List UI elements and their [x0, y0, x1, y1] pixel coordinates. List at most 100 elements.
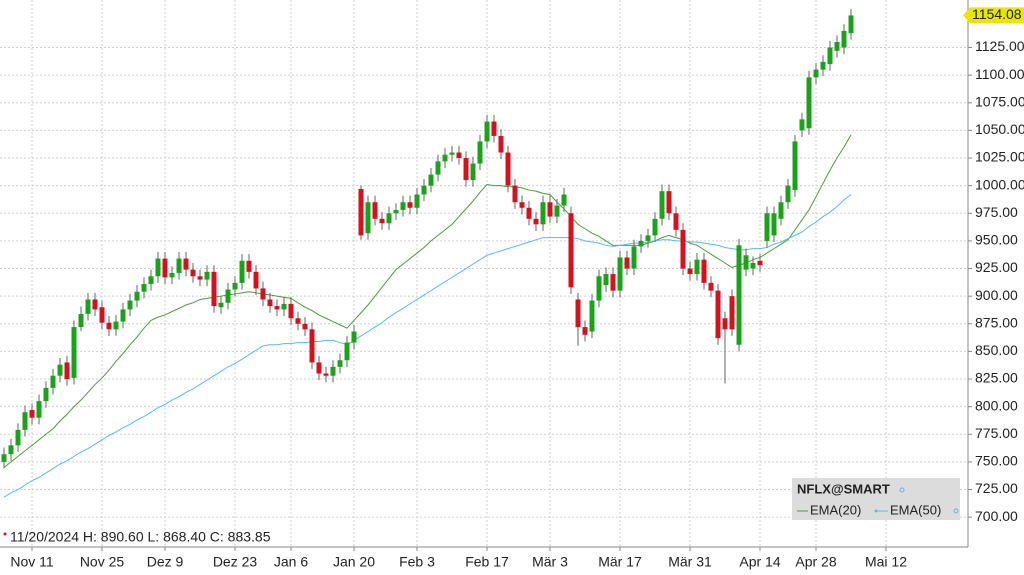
candle-body — [330, 366, 336, 376]
candle-body — [428, 174, 434, 186]
y-tick-label: 700.00 — [975, 508, 1018, 524]
candle-body — [351, 331, 357, 343]
candle-body — [848, 15, 854, 34]
candle-body — [827, 47, 833, 65]
candle-body — [162, 258, 168, 278]
candle-body — [421, 185, 427, 195]
candle-body — [799, 119, 805, 131]
candle-body — [323, 373, 329, 376]
x-tick-label: Apr 28 — [795, 554, 836, 570]
candle-body — [302, 323, 308, 330]
candle-body — [183, 258, 189, 270]
candle-body — [449, 152, 455, 155]
candle-body — [701, 259, 707, 283]
candle-body — [379, 218, 385, 224]
legend: NFLX@SMART EMA(20) EMA(50) — [792, 478, 960, 520]
ema-line — [3, 134, 852, 468]
y-tick-label: 750.00 — [975, 453, 1018, 469]
y-tick-label: 1025.00 — [975, 149, 1024, 165]
candle-body — [631, 246, 637, 269]
candle-body — [127, 300, 133, 310]
candle-body — [477, 141, 483, 164]
legend-icon — [899, 487, 905, 493]
candle-body — [659, 191, 665, 219]
candle-body — [750, 263, 756, 269]
candle-body — [274, 306, 280, 310]
y-tick-label: 775.00 — [975, 425, 1018, 441]
candle-body — [190, 269, 196, 277]
candle-body — [792, 141, 798, 191]
candle-body — [78, 314, 84, 328]
candle-body — [211, 271, 217, 307]
candle-body — [729, 296, 735, 330]
candle-body — [638, 240, 644, 247]
y-tick-label: 875.00 — [975, 314, 1018, 330]
y-tick-label: 850.00 — [975, 342, 1018, 358]
candle-body — [148, 276, 154, 284]
candle-body — [71, 327, 77, 378]
candle-body — [841, 30, 847, 48]
candle-body — [204, 271, 210, 280]
candle-body — [316, 362, 322, 374]
candle-body — [155, 258, 161, 277]
candle-body — [372, 202, 378, 219]
axes: 700.00 725.00 750.00 775.00 800.00 825.00 850.… — [10, 6, 1024, 570]
candle-body — [652, 218, 658, 236]
candle-body — [337, 360, 343, 367]
candle-body — [568, 213, 574, 288]
candle-body — [547, 202, 553, 217]
x-tick-label: Nov 25 — [80, 554, 125, 570]
candle-body — [43, 387, 49, 402]
y-tick-label: 825.00 — [975, 370, 1018, 386]
x-tick-label: Dez 9 — [147, 554, 184, 570]
legend-icon — [953, 508, 959, 514]
candle-body — [498, 135, 504, 153]
candle-body — [113, 321, 119, 330]
y-tick-label: 800.00 — [975, 397, 1018, 413]
candle-body — [687, 268, 693, 275]
x-tick-label: Mär 31 — [668, 554, 712, 570]
candle-body — [666, 191, 672, 214]
candle-body — [484, 121, 490, 142]
x-tick-label: Feb 3 — [399, 554, 435, 570]
candle-body — [50, 375, 56, 388]
y-tick-label: 1125.00 — [975, 38, 1024, 54]
y-tick-label: 900.00 — [975, 287, 1018, 303]
x-tick-label: Nov 11 — [10, 554, 54, 570]
candle-body — [813, 69, 819, 78]
candle-body — [309, 329, 315, 363]
y-tick-label: 950.00 — [975, 232, 1018, 248]
grid — [0, 0, 968, 547]
candle-body — [29, 409, 35, 418]
candle-body — [141, 283, 147, 292]
candle-body — [442, 154, 448, 162]
candle-body — [64, 362, 70, 380]
candle-body — [470, 163, 476, 181]
y-tick-label: 1050.00 — [975, 121, 1024, 137]
candle-body — [645, 235, 651, 241]
candle-body — [519, 202, 525, 208]
candle-body — [344, 342, 350, 361]
candle-body — [197, 276, 203, 280]
candle-body — [400, 202, 406, 210]
candle-body — [540, 202, 546, 225]
y-tick-label: 1000.00 — [975, 176, 1024, 192]
x-tick-label: Mär 17 — [598, 554, 642, 570]
candle-body — [561, 194, 567, 206]
candle-body — [806, 77, 812, 129]
candle-body — [407, 202, 413, 208]
legend-title: NFLX@SMART — [797, 481, 890, 496]
candle-body — [8, 445, 14, 455]
x-tick-label: Apr 14 — [739, 554, 780, 570]
candle-body — [295, 318, 301, 324]
last-price-label: 1154.08 — [972, 6, 1022, 22]
candle-body — [736, 245, 742, 345]
y-tick-label: 975.00 — [975, 204, 1018, 220]
candle-body — [99, 307, 105, 323]
y-tick-label: 1100.00 — [975, 66, 1024, 82]
candle-body — [15, 429, 21, 446]
info-annotation: 11/20/2024 H: 890.60 L: 868.40 C: 883.85 — [10, 529, 271, 545]
candle-body — [456, 152, 462, 159]
y-tick-label: 725.00 — [975, 480, 1018, 496]
candle-body — [554, 205, 560, 217]
